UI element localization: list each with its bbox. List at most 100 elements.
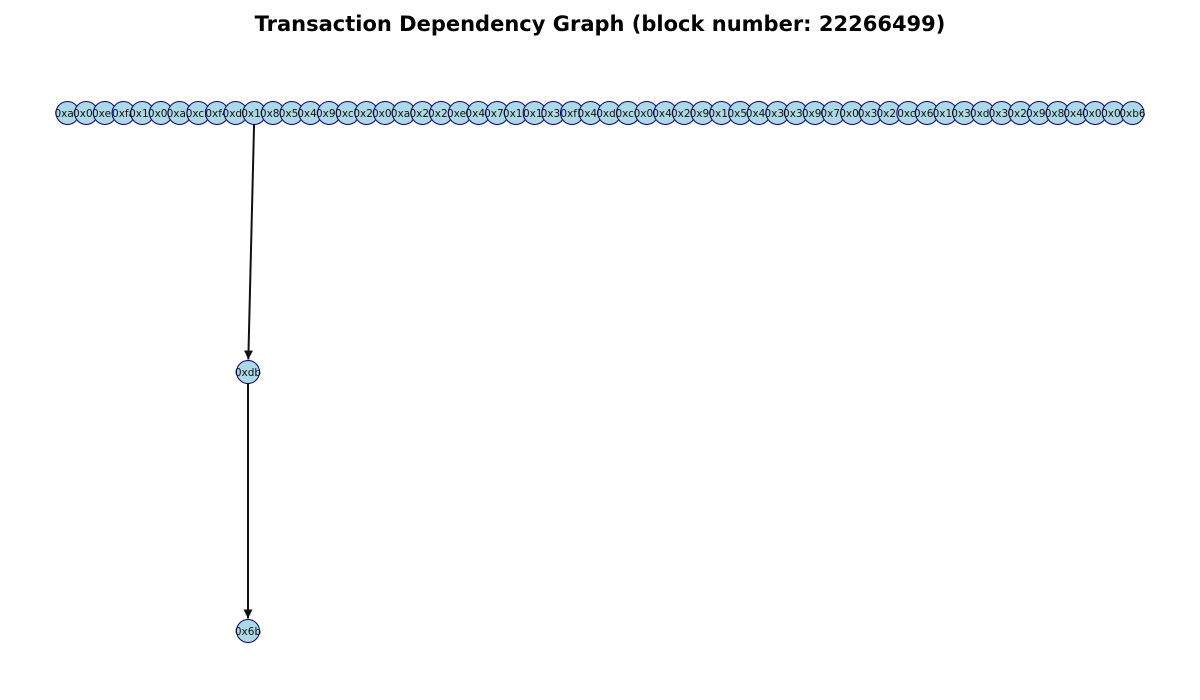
node-label: 0x1a — [503, 108, 529, 120]
node-label: 0xb6 — [1119, 108, 1146, 120]
nodes-layer: 0xa60x070xe10xfa0x160x0e0xa40xc50xf40xd2… — [54, 101, 1146, 643]
graph-node: 0xa4 — [167, 101, 193, 125]
node-label: 0x62 — [914, 108, 940, 120]
node-label: 0x4b — [465, 108, 492, 120]
node-label: 0x39 — [783, 108, 809, 120]
node-label: 0x2e — [409, 108, 435, 120]
node-label: 0x3d — [951, 108, 977, 120]
graph-node: 0x1b — [241, 101, 268, 125]
graph-node: 0x5c — [727, 101, 753, 125]
graph-node: 0xd2 — [223, 101, 249, 125]
graph-node: 0x99 — [690, 101, 716, 125]
node-circle — [1120, 101, 1145, 125]
node-circle — [236, 360, 260, 384]
node-label: 0x41 — [1063, 108, 1089, 120]
node-label: 0xf4 — [205, 108, 229, 120]
node-label: 0x1b — [241, 108, 268, 120]
graph-node: 0xc6 — [615, 101, 641, 125]
graph-node: 0xc7 — [335, 101, 360, 125]
graph-node: 0x62 — [914, 101, 940, 125]
node-label: 0x46 — [652, 108, 679, 120]
node-label: 0xdb — [235, 367, 262, 379]
graph-node: 0x4d — [578, 101, 604, 125]
node-label: 0x48 — [297, 108, 323, 120]
node-label: 0xe7 — [447, 108, 473, 120]
node-label: 0x2e — [1007, 108, 1033, 120]
node-label: 0x3b — [858, 108, 885, 120]
node-label: 0xcf — [897, 108, 919, 120]
node-label: 0xe1 — [92, 108, 118, 120]
node-label: 0x5c — [727, 108, 753, 120]
graph-node: 0x28 — [671, 101, 697, 125]
node-label: 0x07 — [73, 108, 99, 120]
node-label: 0x4d — [578, 108, 604, 120]
graph-node: 0xd9 — [970, 101, 996, 125]
graph-node: 0x1f — [522, 101, 547, 125]
node-label: 0x0b — [634, 108, 661, 120]
node-label: 0x8d — [260, 108, 286, 120]
graph-node: 0x18 — [708, 101, 735, 125]
node-label: 0x0e — [839, 108, 865, 120]
graph-node: 0x74 — [484, 101, 511, 125]
node-label: 0x99 — [690, 108, 716, 120]
node-label: 0xd2 — [223, 108, 249, 120]
node-label: 0x9a — [802, 108, 828, 120]
edges-layer — [243, 124, 256, 619]
node-label: 0x7d — [820, 108, 846, 120]
graph-node: 0x0b — [634, 101, 661, 125]
node-label: 0x0c — [1101, 108, 1127, 120]
node-label: 0xc7 — [335, 108, 360, 120]
node-label: 0x33 — [989, 108, 1015, 120]
graph-node: 0x3d — [951, 101, 977, 125]
graph-node: 0xb6 — [1119, 101, 1146, 125]
graph-node: 0x0e — [148, 101, 174, 125]
graph-node: 0x1a — [503, 101, 529, 125]
node-label: 0x8e — [1045, 108, 1071, 120]
node-label: 0xfa — [112, 108, 135, 120]
node-label: 0xa4 — [167, 108, 193, 120]
graph-node: 0x2b — [353, 101, 380, 125]
graph-node: 0xf1 — [559, 101, 584, 125]
graph-node: 0x0c — [1101, 101, 1127, 125]
node-label: 0xf1 — [560, 108, 583, 120]
graph-node: 0x46 — [652, 101, 679, 125]
graph-node: 0x0e — [839, 101, 865, 125]
graph-node: 0x4b — [465, 101, 492, 125]
node-circle — [236, 619, 260, 643]
node-label: 0x3c — [541, 108, 567, 120]
node-label: 0x74 — [484, 108, 511, 120]
graph-node: 0xdb — [235, 360, 262, 384]
graph-node: 0xcf — [896, 101, 921, 125]
graph-node: 0x91 — [316, 101, 342, 125]
graph-node: 0x27 — [428, 101, 454, 125]
node-label: 0x6b — [235, 626, 262, 638]
graph-node: 0xa6 — [54, 101, 81, 125]
graph-node: 0x6b — [235, 619, 262, 643]
node-label: 0xc6 — [615, 108, 640, 120]
node-label: 0xa6 — [54, 108, 80, 120]
node-label: 0x0e — [148, 108, 174, 120]
node-label: 0xc5 — [186, 108, 211, 120]
node-label: 0x28 — [876, 108, 902, 120]
node-label: 0x2b — [353, 108, 380, 120]
graph-node: 0x33 — [989, 101, 1015, 125]
node-label: 0x18 — [708, 108, 734, 120]
node-label: 0x9b — [1026, 108, 1053, 120]
graph-node: 0xa6 — [391, 101, 417, 125]
node-label: 0xa6 — [391, 108, 417, 120]
graph-node: 0xc5 — [186, 101, 211, 125]
graph-node: 0x3e — [764, 101, 791, 125]
node-label: 0x16 — [129, 108, 156, 120]
graph-node: 0x07 — [73, 101, 99, 125]
graph-node: 0xf4 — [204, 101, 229, 125]
node-label: 0x91 — [316, 108, 342, 120]
graph-node: 0x4e — [746, 101, 772, 125]
graph-node: 0xd1 — [596, 101, 622, 125]
graph-node: 0x8e — [1045, 101, 1071, 125]
node-label: 0xd9 — [970, 108, 996, 120]
edge-0x1b-to-0xdb — [244, 124, 256, 360]
node-label: 0x4e — [746, 108, 772, 120]
node-label: 0x09 — [1082, 108, 1108, 120]
node-label: 0xd1 — [596, 108, 622, 120]
